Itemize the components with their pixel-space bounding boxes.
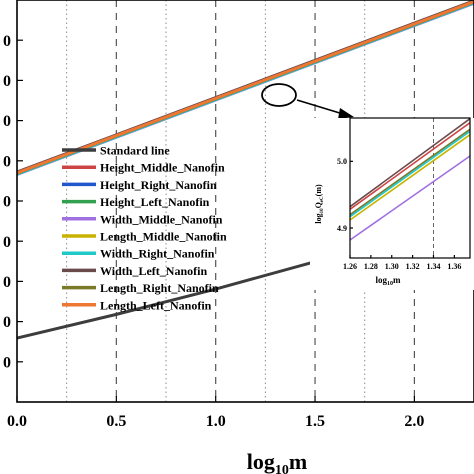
legend-label-height-left-nanofin: Height_Left_Nanofin: [100, 195, 210, 209]
inset-y-axis-label-tail: (m): [314, 184, 323, 196]
inset-y-axis-label-sub2: eC: [320, 196, 325, 202]
inset-frame: [349, 117, 471, 259]
inset-x-axis-label: log10m: [375, 275, 401, 287]
legend-label-length-middle-nanofin: Length_Middle_Nanofin: [100, 230, 227, 244]
series-line-length-left-nanofin: [16, 0, 474, 175]
inset-series-line-length-middle-nanofin: [349, 134, 471, 221]
legend-label-height-right-nanofin: Height_Right_Nanofin: [100, 178, 217, 192]
inset-x-tick-label: 1.32: [406, 262, 420, 271]
x-tick-label: 1.0: [206, 413, 226, 430]
inset-x-tick-label: 1.28: [364, 262, 378, 271]
inset-y-axis-label-mid: Q: [314, 202, 323, 208]
y-axis-ticks: 0 0 0 0 0 0 0 0 0: [3, 33, 23, 371]
callout-arrow-line: [296, 99, 344, 115]
inset-x-axis-ticks: 1.26 1.28 1.30 1.32 1.34 1.36: [343, 255, 461, 271]
y-tick-label: 0: [3, 274, 11, 291]
y-tick-label: 0: [3, 194, 11, 211]
inset-series-line-width-right-nanofin: [349, 130, 471, 218]
legend-label-standard-line: Standard line: [100, 144, 170, 158]
y-tick-label: 0: [3, 33, 11, 50]
x-tick-label: 2.0: [404, 413, 424, 430]
legend-label-length-right-nanofin: Length_Right_Nanofin: [100, 281, 219, 295]
inset-y-axis-ticks: 4.9 5.0: [337, 157, 353, 233]
x-axis-label-sub: 10: [275, 463, 289, 474]
x-axis-label-main: log: [247, 449, 275, 474]
inset-x-tick-label: 1.30: [385, 262, 399, 271]
x-tick-label: 0.0: [7, 413, 27, 430]
legend-label-height-middle-nanofin: Height_Middle_Nanofin: [100, 161, 225, 175]
x-axis-ticks: 0.0 0.5 1.0 1.5 2.0: [7, 396, 424, 430]
inset-series-lines: [349, 118, 471, 241]
inset-y-tick-label: 5.0: [337, 157, 347, 166]
inset-y-axis-label-sub: 10: [320, 208, 325, 214]
y-tick-label: 0: [3, 234, 11, 251]
inset-series-line-width-left-nanofin: [349, 118, 471, 208]
y-tick-label: 0: [3, 153, 11, 170]
main-series-lines: [16, 0, 474, 340]
highlight-ellipse: [261, 83, 297, 107]
legend-label-width-right-nanofin: Width_Right_Nanofin: [100, 247, 215, 261]
inset-y-axis-label-main: log: [314, 213, 323, 223]
inset-series-line-length-right-nanofin: [349, 128, 471, 216]
x-tick-label: 0.5: [106, 413, 126, 430]
inset-x-axis-label-tail: m: [393, 275, 401, 285]
inset-series-line-height-middle-nanofin: [349, 122, 471, 210]
inset-y-tick-label: 4.9: [337, 224, 347, 233]
legend-label-width-middle-nanofin: Width_Middle_Nanofin: [100, 212, 223, 226]
inset-y-axis-label: log10QeC(m): [314, 184, 325, 224]
callout-arrow-head: [338, 108, 354, 119]
inset-x-axis-label-sub: 10: [387, 281, 393, 287]
inset-x-tick-label: 1.36: [447, 262, 461, 271]
x-axis-label-tail: m: [289, 449, 307, 474]
y-tick-label: 0: [3, 113, 11, 130]
legend: Standard line Height_Middle_Nanofin Height…: [62, 144, 227, 312]
x-axis-label: log10m: [247, 449, 307, 474]
legend-label-width-left-nanofin: Width_Left_Nanofin: [100, 264, 207, 278]
inset-series-line-width-middle-nanofin: [349, 155, 471, 241]
inset-x-tick-label: 1.26: [343, 262, 357, 271]
y-tick-label: 0: [3, 314, 11, 331]
inset-x-axis-label-main: log: [375, 275, 387, 285]
y-tick-label: 0: [3, 73, 11, 90]
y-tick-label: 0: [3, 354, 11, 371]
legend-label-length-left-nanofin: Length_Left_Nanofin: [100, 298, 212, 312]
x-tick-label: 1.5: [305, 413, 325, 430]
inset-x-tick-label: 1.34: [426, 262, 440, 271]
